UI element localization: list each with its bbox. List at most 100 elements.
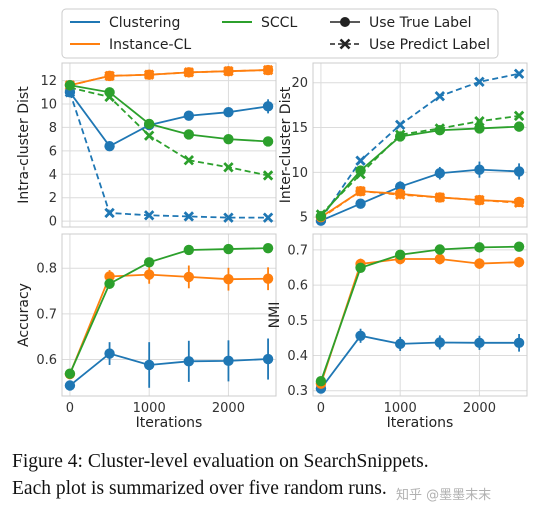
x-axis-label: Iterations [136, 415, 203, 431]
y-tick-label: 6 [49, 144, 57, 159]
x-tick-label: 1000 [384, 401, 417, 416]
data-point [513, 68, 525, 79]
legend-label-sccl: SCCL [261, 15, 297, 31]
data-point [223, 66, 234, 77]
data-point [474, 337, 485, 349]
y-tick-label: 10 [291, 166, 308, 181]
y-tick-label: 8 [49, 121, 57, 136]
data-point [143, 118, 155, 130]
data-point [183, 244, 195, 256]
data-point [104, 70, 115, 82]
data-point [434, 90, 446, 102]
series-clustering-use-true-label [315, 328, 525, 394]
data-point [143, 257, 155, 268]
data-point [474, 164, 485, 175]
panel-accuracy: 0.6 0.7 0.8 0 1000 2000 Accuracy Iterations [16, 233, 277, 431]
series-clustering-use-true-label [64, 338, 274, 391]
data-point [513, 196, 525, 208]
y-tick-label: 4 [49, 168, 57, 183]
y-tick-label: 12 [40, 74, 57, 89]
legend: Clustering Instance-CL SCCL Use True Label U… [61, 8, 499, 59]
data-point [183, 211, 195, 222]
data-point [394, 188, 406, 200]
plot-area-nmi [313, 234, 527, 396]
y-tick-label: 0.3 [287, 384, 308, 399]
data-point [104, 348, 115, 359]
data-point [183, 356, 195, 367]
data-point [183, 110, 195, 121]
data-point [315, 376, 327, 387]
series-sccl-use-true-label [64, 80, 274, 147]
data-point [183, 155, 195, 166]
data-point [474, 242, 485, 253]
data-point [474, 194, 485, 206]
data-point [143, 210, 155, 221]
data-point [513, 241, 525, 252]
data-point [223, 133, 234, 145]
legend-label-clustering: Clustering [109, 15, 180, 31]
series-instance-cl-use-true-label-line [69, 69, 269, 87]
x-tick-label: 2000 [212, 401, 245, 416]
y-tick-label: 0 [49, 215, 57, 230]
x-tick-label: 0 [66, 401, 74, 416]
data-point [104, 87, 115, 98]
data-point [262, 136, 274, 147]
data-point [434, 125, 446, 136]
series-instance-cl-use-true-label-line [320, 190, 520, 218]
series-clustering-use-true-label [315, 161, 525, 226]
legend-marker-use-predict-label [339, 38, 351, 50]
axes-frame [312, 233, 528, 397]
y-tick-label: 0.4 [287, 349, 308, 364]
data-point [434, 244, 446, 255]
data-point [513, 166, 525, 177]
y-tick-label: 0.6 [287, 279, 308, 294]
data-point [355, 330, 366, 341]
series-sccl-use-predict-label-line [320, 114, 520, 216]
series-sccl-use-true-label [64, 242, 274, 379]
data-point [394, 181, 406, 192]
data-point [355, 155, 366, 166]
data-point [183, 129, 195, 140]
data-point [513, 256, 525, 268]
data-point [104, 140, 115, 152]
series-sccl-use-predict-label-line [69, 86, 269, 177]
x-axis-label: Iterations [387, 415, 454, 431]
caption-line-2: Each plot is summarized over five random… [12, 478, 387, 499]
data-point [262, 242, 274, 254]
data-point [223, 162, 234, 173]
data-point [104, 278, 115, 289]
x-tick-label: 2000 [463, 401, 496, 416]
series-sccl-use-true-label-line [69, 84, 269, 143]
data-point [434, 253, 446, 265]
x-tick-label: 1000 [133, 401, 166, 416]
panel-nmi: 0.3 0.4 0.5 0.6 0.7 0 1000 2000 NMI Iterations [267, 233, 528, 431]
legend-label-use-true-label: Use True Label [369, 15, 472, 31]
data-point [434, 168, 446, 179]
series-clustering-use-true-label-line [320, 334, 520, 390]
series-clustering-use-true-label-line [320, 168, 520, 222]
series-instance-cl-use-true-label-line [320, 258, 520, 384]
data-point [394, 119, 406, 131]
data-point [64, 380, 76, 391]
data-point [183, 271, 195, 283]
y-tick-label: 10 [40, 98, 57, 113]
data-point [143, 69, 155, 80]
series-sccl-use-true-label [315, 121, 525, 222]
y-tick-label: 0.7 [36, 307, 57, 322]
y-tick-label: 0.8 [36, 262, 57, 277]
data-point [262, 273, 274, 284]
data-point [355, 185, 366, 197]
legend-entry-clustering: Clustering [70, 15, 180, 31]
legend-marker-use-true-label [340, 17, 350, 27]
y-tick-label: 0.7 [287, 243, 308, 258]
axes-frame [312, 62, 528, 228]
y-tick-label: 2 [49, 191, 57, 206]
data-point [223, 273, 234, 285]
data-point [223, 243, 234, 255]
series-clustering-use-true-label-line [69, 91, 269, 148]
plot-area-intra-cluster-dist [62, 63, 276, 227]
y-tick-label: 15 [291, 121, 308, 136]
data-point [434, 337, 446, 348]
data-point [513, 121, 525, 132]
